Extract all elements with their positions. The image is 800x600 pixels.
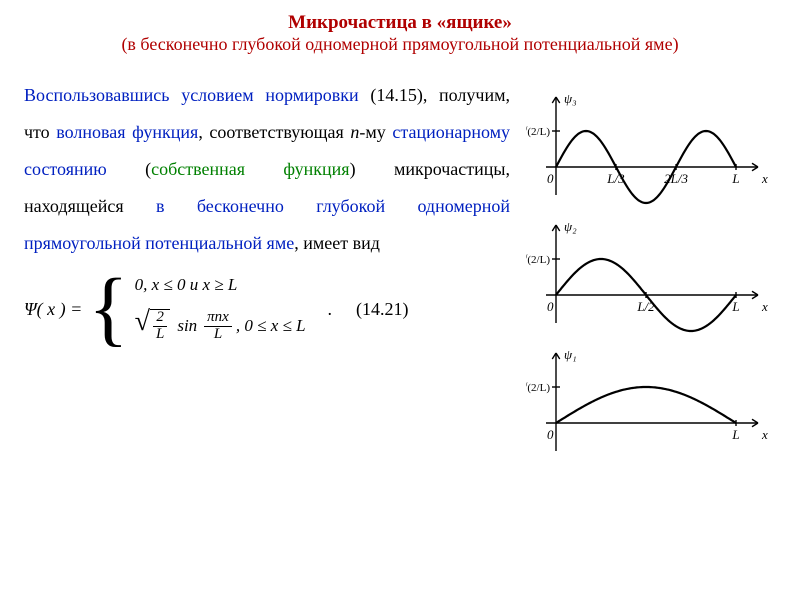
equation-number: (14.21) <box>356 299 409 320</box>
svg-text:ψ₁: ψ₁ <box>564 347 577 362</box>
wavefunction-diagram-n2: 0 L/2 Lψ₂ √(2/L) x <box>526 215 776 335</box>
title-main: Микрочастица в «ящике» <box>24 12 776 34</box>
diagrams-column: 0 L/3 2L/3 Lψ₃ √(2/L) x 0 L/2 Lψ₂ √(2/L) x 0 Lψ₁ √(2/… <box>526 77 776 463</box>
sin-arg-num: πnx <box>204 310 232 327</box>
svg-text:L/2: L/2 <box>636 299 655 314</box>
svg-text:√(2/L): √(2/L) <box>526 382 550 394</box>
svg-text:0: 0 <box>547 171 554 186</box>
svg-text:L: L <box>731 299 739 314</box>
formula: Ψ( x ) = { 0, x ≤ 0 и x ≥ L √ 2 L <box>24 275 332 343</box>
formula-cases: 0, x ≤ 0 и x ≥ L √ 2 L sin <box>135 275 306 343</box>
sqrt-icon: √ 2 L <box>135 309 171 343</box>
sqrt-den: L <box>153 327 167 343</box>
content-row: Воспользовавшись условием нормировки (14… <box>24 77 776 463</box>
svg-text:ψ₃: ψ₃ <box>564 91 577 106</box>
svg-text:√(2/L): √(2/L) <box>526 254 550 266</box>
brace-icon: { <box>88 280 128 339</box>
svg-text:x: x <box>761 427 768 442</box>
formula-lhs: Ψ( x ) = <box>24 299 82 320</box>
svg-text:2L/3: 2L/3 <box>664 171 688 186</box>
text-column: Воспользовавшись условием нормировки (14… <box>24 77 510 463</box>
wavefunction-diagram-n1: 0 Lψ₁ √(2/L) x <box>526 343 776 463</box>
sin-label: sin <box>177 316 197 336</box>
sqrt-num: 2 <box>153 310 167 327</box>
case2-tail: , 0 ≤ x ≤ L <box>236 316 306 336</box>
svg-text:ψ₂: ψ₂ <box>564 219 577 234</box>
svg-text:L/3: L/3 <box>606 171 625 186</box>
case-2: √ 2 L sin πnx L <box>135 309 306 343</box>
sin-arg-den: L <box>211 327 225 343</box>
wavefunction-diagram-n3: 0 L/3 2L/3 Lψ₃ √(2/L) x <box>526 87 776 207</box>
sin-arg: πnx L <box>204 310 232 343</box>
case-1: 0, x ≤ 0 и x ≥ L <box>135 275 306 295</box>
title-sub: (в бесконечно глубокой одномерной прямоу… <box>24 34 776 55</box>
svg-text:x: x <box>761 171 768 186</box>
svg-text:0: 0 <box>547 427 554 442</box>
svg-text:L: L <box>731 427 739 442</box>
svg-text:√(2/L): √(2/L) <box>526 126 550 138</box>
body-paragraph: Воспользовавшись условием нормировки (14… <box>24 77 510 261</box>
svg-text:L: L <box>731 171 739 186</box>
svg-text:0: 0 <box>547 299 554 314</box>
formula-row: Ψ( x ) = { 0, x ≤ 0 и x ≥ L √ 2 L <box>24 275 510 343</box>
svg-text:x: x <box>761 299 768 314</box>
title-block: Микрочастица в «ящике» (в бесконечно глу… <box>24 12 776 55</box>
formula-dot: . <box>328 299 333 320</box>
